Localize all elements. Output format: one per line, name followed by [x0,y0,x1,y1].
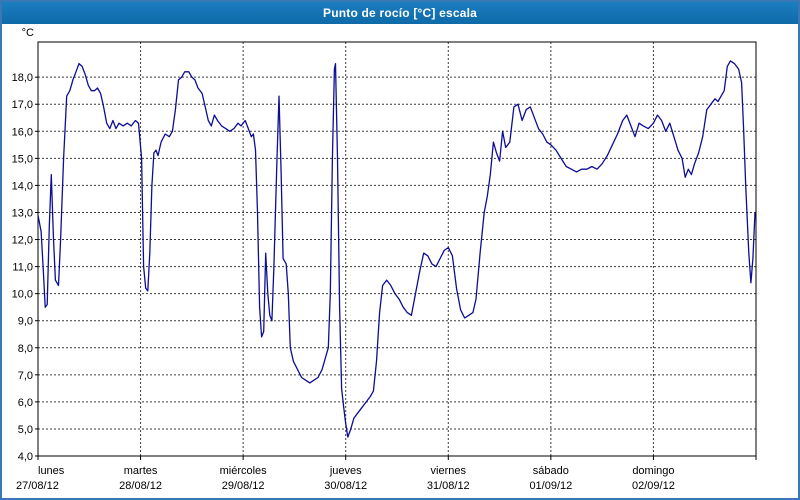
series-line [37,60,756,438]
x-day-label: martes [124,465,158,477]
x-day-label: sábado [533,465,569,477]
x-date-label: 02/09/12 [632,480,675,492]
y-tick-label: 9,0 [18,316,33,328]
y-tick-label: 14,0 [12,180,33,192]
x-date-label: 28/08/12 [119,480,162,492]
x-day-label: domingo [632,465,674,477]
x-date-label: 31/08/12 [427,480,470,492]
y-tick-label: 7,0 [18,370,33,382]
y-tick-label: 6,0 [18,397,33,409]
y-tick-label: 8,0 [18,343,33,355]
y-tick-label: 5,0 [18,424,33,436]
x-day-label: viernes [431,465,467,477]
window-title: Punto de rocío [°C] escala [322,6,478,20]
y-axis-unit-label: °C [22,27,34,39]
x-day-label: lunes [38,465,65,477]
x-date-label: 27/08/12 [16,480,59,492]
x-day-label: miércoles [220,465,268,477]
plot-border [37,41,757,457]
y-tick-label: 11,0 [12,262,33,274]
title-bar: Punto de rocío [°C] escala [2,2,798,24]
dewpoint-chart-svg: °C 4,0 5,0 6,0 7,0 8,0 9,0 10,0 11,0 12,0 13,0 14,0… [12,27,757,492]
y-tick-label: 15,0 [12,153,33,165]
x-day-label: jueves [329,465,362,477]
y-tick-label: 13,0 [12,207,33,219]
chart-area: °C 4,0 5,0 6,0 7,0 8,0 9,0 10,0 11,0 12,0 13,0 14,0… [2,24,798,498]
y-tick-label: 18,0 [12,72,33,84]
x-date-label: 30/08/12 [324,480,367,492]
y-tick-label: 12,0 [12,235,33,247]
x-date-label: 01/09/12 [529,480,572,492]
x-date-label: 29/08/12 [222,480,265,492]
y-tick-label: 17,0 [12,99,33,111]
y-tick-label: 4,0 [18,451,33,463]
y-tick-label: 16,0 [12,126,33,138]
y-tick-label: 10,0 [12,289,33,301]
